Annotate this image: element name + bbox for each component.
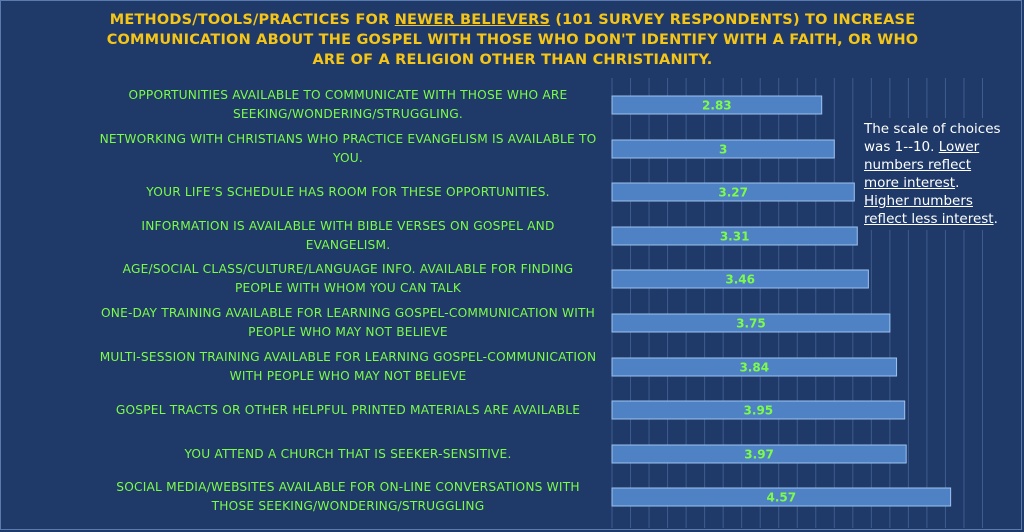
data-label: 3.27 bbox=[718, 186, 748, 200]
data-label: 3.84 bbox=[739, 361, 769, 375]
bar bbox=[611, 226, 858, 246]
bar bbox=[611, 139, 835, 159]
chart-title: METHODS/TOOLS/PRACTICES FOR NEWER BELIEV… bbox=[90, 10, 935, 70]
bar bbox=[611, 95, 823, 115]
bar bbox=[611, 444, 907, 464]
note-mid: . bbox=[955, 175, 960, 191]
category-label: OPPORTUNITIES AVAILABLE TO COMMUNICATE W… bbox=[128, 88, 568, 121]
data-label: 3.75 bbox=[736, 317, 766, 331]
bar bbox=[611, 313, 891, 333]
scale-note: The scale of choices was 1--10. Lower nu… bbox=[864, 118, 1004, 230]
category-label: YOUR LIFE’S SCHEDULE HAS ROOM FOR THESE … bbox=[146, 184, 550, 199]
category-label: MULTI-SESSION TRAINING AVAILABLE FOR LEA… bbox=[99, 350, 597, 383]
note-higher: Higher numbers reflect less interest bbox=[864, 193, 994, 227]
data-label: 3.46 bbox=[725, 273, 755, 287]
category-label: ONE-DAY TRAINING AVAILABLE FOR LEARNING … bbox=[100, 306, 596, 339]
category-label: GOSPEL TRACTS OR OTHER HELPFUL PRINTED M… bbox=[115, 402, 581, 417]
bar bbox=[611, 269, 869, 289]
note-intro: The scale of choices was 1--10. bbox=[864, 121, 1001, 155]
data-label: 3.31 bbox=[720, 230, 750, 244]
category-label: AGE/SOCIAL CLASS/CULTURE/LANGUAGE INFO. … bbox=[122, 262, 574, 295]
bar bbox=[611, 182, 855, 202]
category-label: YOU ATTEND A CHURCH THAT IS SEEKER-SENSI… bbox=[184, 446, 512, 461]
title-highlight: NEWER BELIEVERS bbox=[394, 12, 551, 28]
data-label: 3 bbox=[719, 143, 727, 157]
category-label: INFORMATION IS AVAILABLE WITH BIBLE VERS… bbox=[141, 219, 555, 252]
note-end: . bbox=[993, 211, 998, 227]
data-label: 3.97 bbox=[744, 448, 774, 462]
bar bbox=[611, 357, 898, 377]
data-label: 3.95 bbox=[744, 404, 774, 418]
bar bbox=[611, 487, 952, 507]
note-lower: Lower numbers reflect more interest bbox=[864, 139, 980, 191]
data-label: 4.57 bbox=[767, 491, 797, 505]
category-label: SOCIAL MEDIA/WEBSITES AVAILABLE FOR ON-L… bbox=[116, 480, 580, 513]
bar bbox=[611, 400, 906, 420]
category-label: NETWORKING WITH CHRISTIANS WHO PRACTICE … bbox=[99, 132, 597, 165]
title-part-1: METHODS/TOOLS/PRACTICES FOR bbox=[109, 12, 395, 28]
title-part-2: (101 SURVEY RESPONDENTS) TO INCREASE COM… bbox=[106, 12, 919, 68]
data-label: 2.83 bbox=[702, 99, 732, 113]
